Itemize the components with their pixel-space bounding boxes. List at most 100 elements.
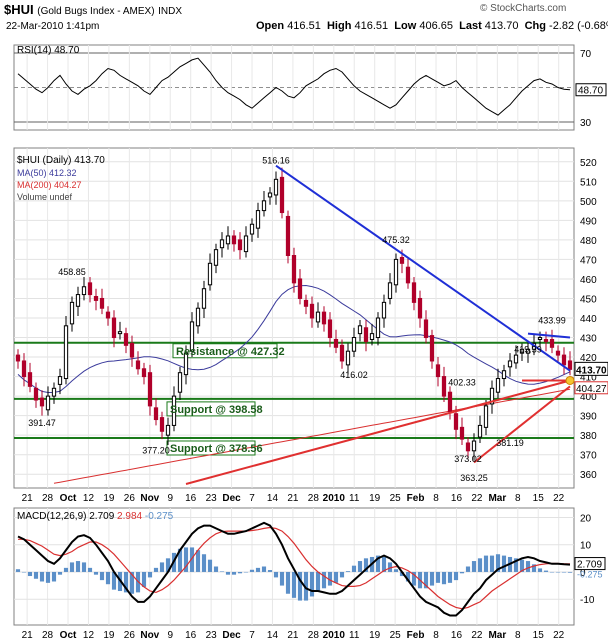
price-tick-label: 520	[580, 158, 597, 169]
macd-histogram-bar	[435, 571, 441, 583]
candle-body	[309, 303, 315, 319]
apex-marker	[565, 375, 575, 385]
macd-histogram-bar	[477, 558, 483, 572]
price-tick-label: 370	[580, 451, 597, 462]
index-name: (Gold Bugs Index - AMEX)	[37, 6, 155, 17]
macd-histogram-bar	[249, 569, 255, 572]
price-label: 363.25	[460, 473, 488, 483]
macd-histogram-bar	[537, 568, 543, 572]
x-tick-label-bottom: 9	[167, 630, 173, 641]
symbol: $HUI	[4, 2, 34, 17]
x-tick-label: 22	[471, 493, 483, 504]
candle-body	[87, 282, 93, 296]
candle-body	[507, 360, 513, 368]
candle-body	[255, 210, 261, 229]
candle-body	[63, 325, 69, 380]
candle-body	[177, 372, 183, 393]
macd-histogram-bar	[213, 566, 219, 572]
macd-histogram-bar	[33, 571, 39, 579]
candle-body	[39, 397, 45, 407]
x-tick-label: Nov	[140, 493, 159, 504]
macd-histogram-bar	[147, 571, 153, 578]
macd-legend: MACD(12,26,9) 2.709 2.984 -0.275	[17, 511, 174, 522]
macd-histogram-bar	[105, 571, 111, 585]
candle-body	[243, 235, 249, 253]
macd-legend-signal: 2.984	[114, 511, 142, 522]
price-tick-label: 470	[580, 255, 597, 266]
candle-body	[537, 337, 543, 340]
price-label: 377.20	[142, 446, 170, 456]
candle-body	[201, 288, 207, 309]
x-tick-label: 2010	[323, 493, 346, 504]
x-tick-label-bottom: 19	[103, 630, 115, 641]
price-tick-label: 450	[580, 294, 597, 305]
macd-histogram-bar	[303, 571, 309, 601]
candle-body	[315, 311, 321, 323]
macd-histogram-bar	[345, 571, 351, 572]
macd-histogram-bar	[99, 571, 105, 581]
x-tick-label-bottom: 16	[451, 630, 463, 641]
macd-histogram-bar	[327, 571, 333, 586]
candle-body	[327, 319, 333, 339]
x-tick-label-bottom: 8	[515, 630, 521, 641]
x-tick-label: 15	[533, 493, 545, 504]
macd-histogram-bar	[219, 571, 225, 572]
macd-histogram-bar	[63, 567, 69, 572]
x-tick-label: 8	[515, 493, 521, 504]
macd-histogram-bar	[513, 558, 519, 572]
macd-histogram-bar	[333, 571, 339, 583]
macd-histogram-bar	[237, 571, 243, 574]
candle-body	[387, 282, 393, 299]
macd-histogram-bar	[363, 558, 369, 572]
macd-histogram-bar	[267, 570, 273, 572]
x-tick-label-bottom: 2010	[323, 630, 346, 641]
macd-histogram-bar	[285, 571, 291, 594]
price-legend-title: $HUI (Daily) 413.70	[17, 155, 105, 166]
x-tick-label: 28	[308, 493, 320, 504]
x-tick-label-bottom: 14	[267, 630, 279, 641]
macd-histogram-bar	[519, 559, 525, 572]
candle-body	[549, 338, 555, 348]
x-tick-label: Oct	[60, 493, 77, 504]
trendline	[185, 379, 571, 485]
macd-histogram-bar	[549, 571, 555, 573]
exchange: INDX	[158, 6, 183, 17]
candle-body	[21, 360, 27, 378]
x-tick-label-bottom: 23	[206, 630, 218, 641]
price-label: 458.85	[58, 267, 86, 277]
candle-body	[141, 368, 147, 378]
x-tick-label: Feb	[407, 493, 425, 504]
high-value: 416.51	[354, 20, 389, 32]
macd-histogram-bar	[51, 571, 57, 582]
price-tick-label: 500	[580, 197, 597, 208]
x-tick-label: 21	[22, 493, 34, 504]
last-price-box	[574, 361, 608, 376]
macd-tick-label: 10	[580, 541, 592, 552]
macd-histogram-bar	[273, 571, 279, 578]
x-tick-label-bottom: Feb	[407, 630, 425, 641]
candle-body	[297, 278, 303, 299]
macd-histogram-bar	[399, 571, 405, 577]
macd-histogram-bar	[141, 571, 147, 587]
candle-body	[285, 215, 291, 257]
price-tick-label: 490	[580, 216, 597, 227]
macd-histogram-bar	[255, 567, 261, 572]
macd-histogram-bar	[75, 561, 81, 572]
x-tick-label: 12	[83, 493, 95, 504]
price-label: 402.33	[448, 378, 476, 388]
chg-label: Chg	[524, 20, 546, 32]
candle-body	[417, 297, 423, 319]
candle-body	[261, 200, 267, 212]
rsi-tick-label: 30	[580, 118, 592, 129]
macd-histogram-bar	[81, 562, 87, 572]
x-tick-label: 28	[42, 493, 54, 504]
candle-body	[363, 327, 369, 342]
macd-hist-last-label: -0.275	[577, 570, 603, 580]
candle-body	[555, 350, 561, 356]
x-tick-label: 22	[553, 493, 565, 504]
macd-histogram-bar	[423, 571, 429, 589]
x-tick-label-bottom: 7	[249, 630, 255, 641]
candle-body	[477, 424, 483, 438]
